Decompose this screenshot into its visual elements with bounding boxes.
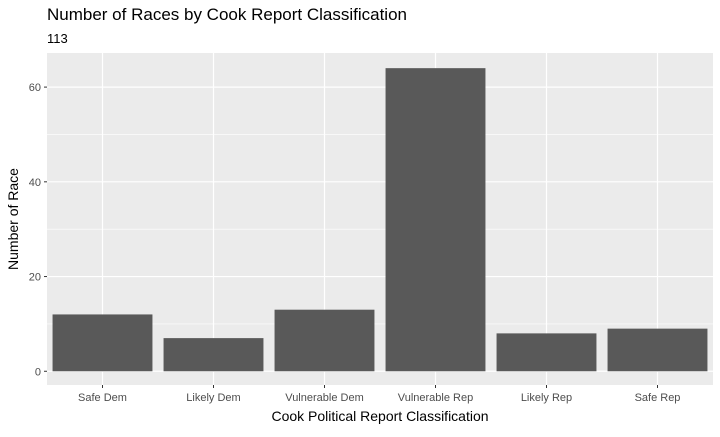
x-tick-label: Safe Dem [78,392,127,404]
bar [163,338,264,372]
bar [274,309,375,372]
chart-subtitle: 113 [47,31,68,46]
y-tick-label: 60 [29,82,41,94]
x-axis-title: Cook Political Report Classification [271,408,488,424]
y-tick-label: 40 [29,177,41,189]
bar [52,314,153,372]
y-axis: 0 20 40 60 [29,82,47,378]
chart-title: Number of Races by Cook Report Classific… [47,5,407,24]
plot-panel [47,53,713,385]
x-tick-label: Likely Dem [186,392,240,404]
bar [607,328,708,372]
y-axis-title: Number of Race [5,168,21,270]
x-tick-label: Likely Rep [521,392,572,404]
x-tick-label: Vulnerable Rep [398,392,473,404]
x-tick-label: Vulnerable Dem [285,392,363,404]
y-tick-label: 20 [29,272,41,284]
x-axis: Safe Dem Likely Dem Vulnerable Dem Vulnerab… [78,385,680,404]
bar [385,68,486,372]
bar [496,333,597,372]
x-tick-label: Safe Rep [635,392,681,404]
bars [52,68,708,372]
grid-minor [47,134,713,325]
y-tick-label: 0 [35,366,41,378]
